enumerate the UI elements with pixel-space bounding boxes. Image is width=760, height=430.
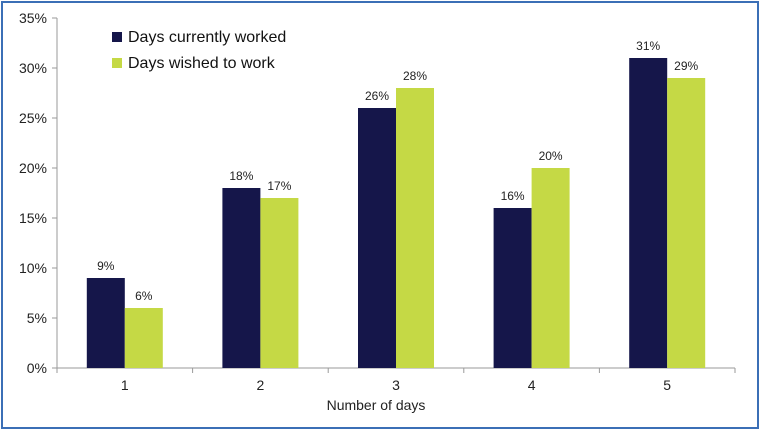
- bar-current-4: [493, 208, 532, 368]
- data-label: 16%: [501, 189, 525, 203]
- legend-swatch: [112, 32, 122, 42]
- bar-current-2: [222, 188, 261, 368]
- x-tick-label: 5: [663, 377, 671, 393]
- y-tick-label: 35%: [19, 10, 47, 26]
- x-tick-label: 3: [392, 377, 400, 393]
- legend-label: Days currently worked: [128, 29, 286, 46]
- y-tick-label: 30%: [19, 60, 47, 76]
- legend-label: Days wished to work: [128, 55, 276, 72]
- x-tick-label: 2: [257, 377, 265, 393]
- x-tick-label: 4: [528, 377, 536, 393]
- data-label: 9%: [97, 259, 115, 273]
- x-axis: 1 2 3 4 5: [56, 367, 736, 393]
- bar-current-1: [86, 278, 125, 368]
- data-label: 20%: [539, 149, 563, 163]
- bar-wished-1: [124, 308, 163, 368]
- data-label: 17%: [267, 179, 291, 193]
- data-label: 18%: [229, 169, 253, 183]
- x-axis-title: Number of days: [327, 397, 426, 413]
- data-label: 28%: [403, 69, 427, 83]
- bars: [86, 58, 706, 368]
- bar-wished-5: [667, 78, 706, 368]
- bar-wished-2: [260, 198, 299, 368]
- data-label: 29%: [674, 59, 698, 73]
- bar-labels: 9% 18% 26% 16% 31% 6% 17% 28% 20% 29%: [97, 39, 698, 303]
- bar-wished-4: [531, 168, 570, 368]
- legend: Days currently worked Days wished to work: [112, 29, 286, 72]
- bar-current-3: [358, 108, 396, 368]
- data-label: 31%: [636, 39, 660, 53]
- bar-current-5: [629, 58, 668, 368]
- data-label: 26%: [365, 89, 389, 103]
- y-tick-label: 20%: [19, 160, 47, 176]
- y-axis: 0% 5% 10% 15% 20% 25% 30% 35%: [19, 10, 58, 376]
- x-tick-label: 1: [121, 377, 129, 393]
- bar-wished-3: [396, 88, 434, 368]
- y-tick-label: 10%: [19, 260, 47, 276]
- y-tick-label: 15%: [19, 210, 47, 226]
- y-tick-label: 5%: [27, 310, 47, 326]
- legend-swatch: [112, 58, 122, 68]
- data-label: 6%: [135, 289, 153, 303]
- y-tick-label: 0%: [27, 360, 47, 376]
- y-tick-label: 25%: [19, 110, 47, 126]
